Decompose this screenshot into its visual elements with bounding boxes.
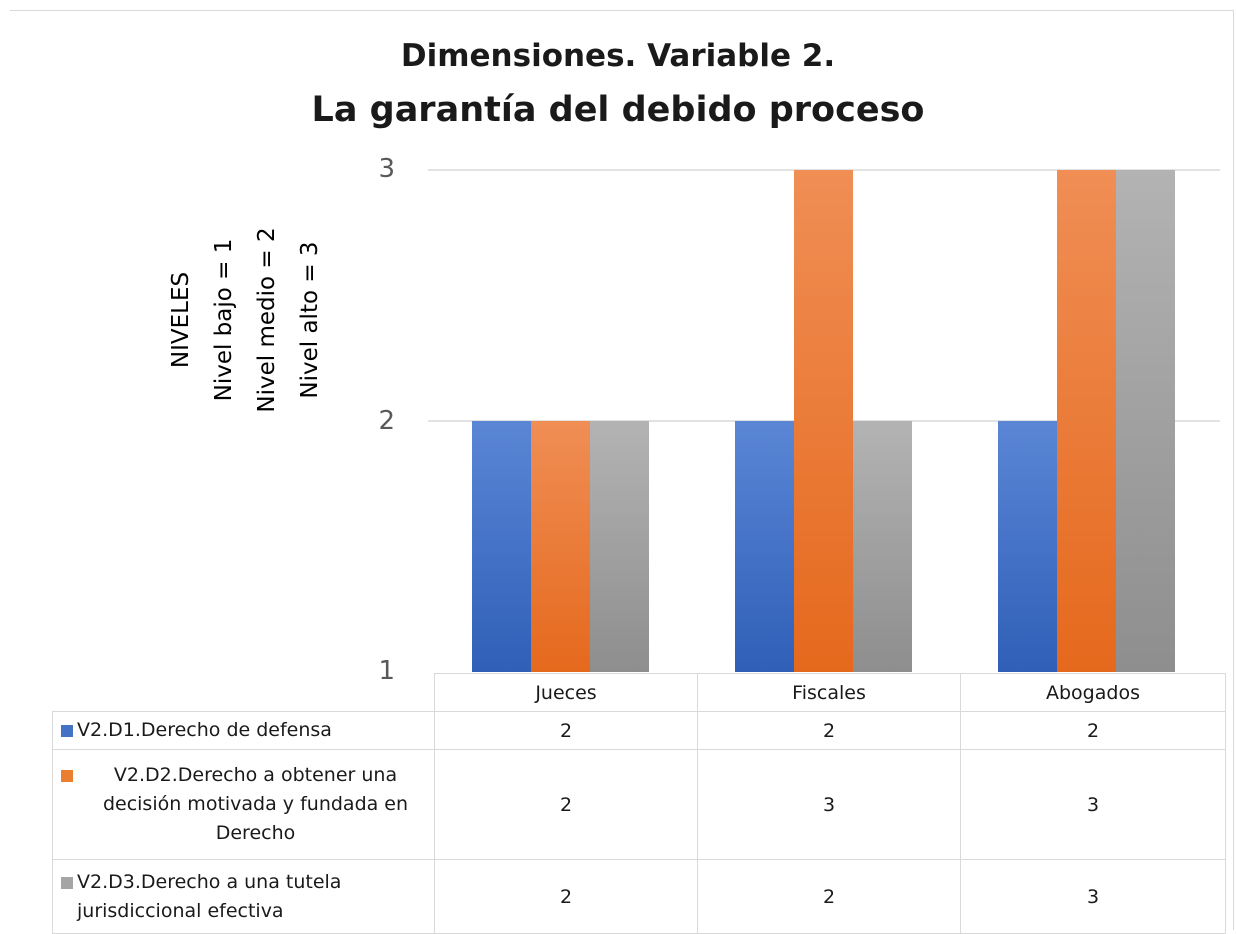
legend-entry: V2.D1.Derecho de defensa	[52, 711, 435, 750]
bar-jueces-series-2	[531, 421, 590, 672]
bar-fiscales-series-3	[853, 421, 912, 672]
table-cell: 2	[960, 711, 1226, 750]
legend-label-line: Derecho	[215, 822, 296, 844]
legend-entry: V2.D2.Derecho a obtener una decisión mot…	[52, 749, 435, 860]
y-tick-label: 2	[378, 406, 395, 436]
chart-frame	[10, 10, 1234, 930]
bar-abogados-series-2	[1057, 170, 1116, 672]
bar-abogados-series-3	[1116, 170, 1175, 672]
table-cell: 2	[434, 711, 698, 750]
chart-subtitle: La garantía del debido proceso	[311, 90, 925, 130]
table-corner	[52, 673, 435, 712]
table-header-cell: Jueces	[434, 673, 698, 712]
table-cell: 2	[697, 711, 961, 750]
table-header-cell: Abogados	[960, 673, 1226, 712]
table-cell: 3	[960, 749, 1226, 860]
table-cell: 3	[697, 749, 961, 860]
legend-entry: V2.D3.Derecho a una tutela jurisdicciona…	[52, 859, 435, 934]
bar-fiscales-series-2	[794, 170, 853, 672]
data-table: Jueces Fiscales Abogados V2.D1.Derecho d…	[52, 673, 1226, 934]
bar-fiscales-series-1	[735, 421, 794, 672]
legend-label: V2.D1.Derecho de defensa	[77, 719, 332, 741]
bar-abogados-series-1	[998, 421, 1057, 672]
legend-label-line: jurisdiccional efectiva	[77, 899, 284, 922]
bar-jueces-series-3	[590, 421, 649, 672]
legend-label-line: V2.D3.Derecho a una tutela	[77, 870, 342, 893]
table-cell: 2	[434, 859, 698, 934]
table-cell: 2	[697, 859, 961, 934]
table-cell: 3	[960, 859, 1226, 934]
table-cell: 2	[434, 749, 698, 860]
legend-swatch-gray	[61, 876, 73, 889]
table-header-cell: Fiscales	[697, 673, 961, 712]
legend-label-line: decisión motivada y fundada en	[102, 793, 409, 815]
chart-title: Dimensiones. Variable 2.	[400, 38, 836, 74]
y-tick-label: 3	[378, 154, 395, 184]
legend-swatch-blue	[61, 725, 73, 737]
legend-swatch-orange	[61, 770, 73, 782]
legend-label-line: V2.D2.Derecho a obtener una	[113, 764, 398, 786]
bar-jueces-series-1	[472, 421, 531, 672]
